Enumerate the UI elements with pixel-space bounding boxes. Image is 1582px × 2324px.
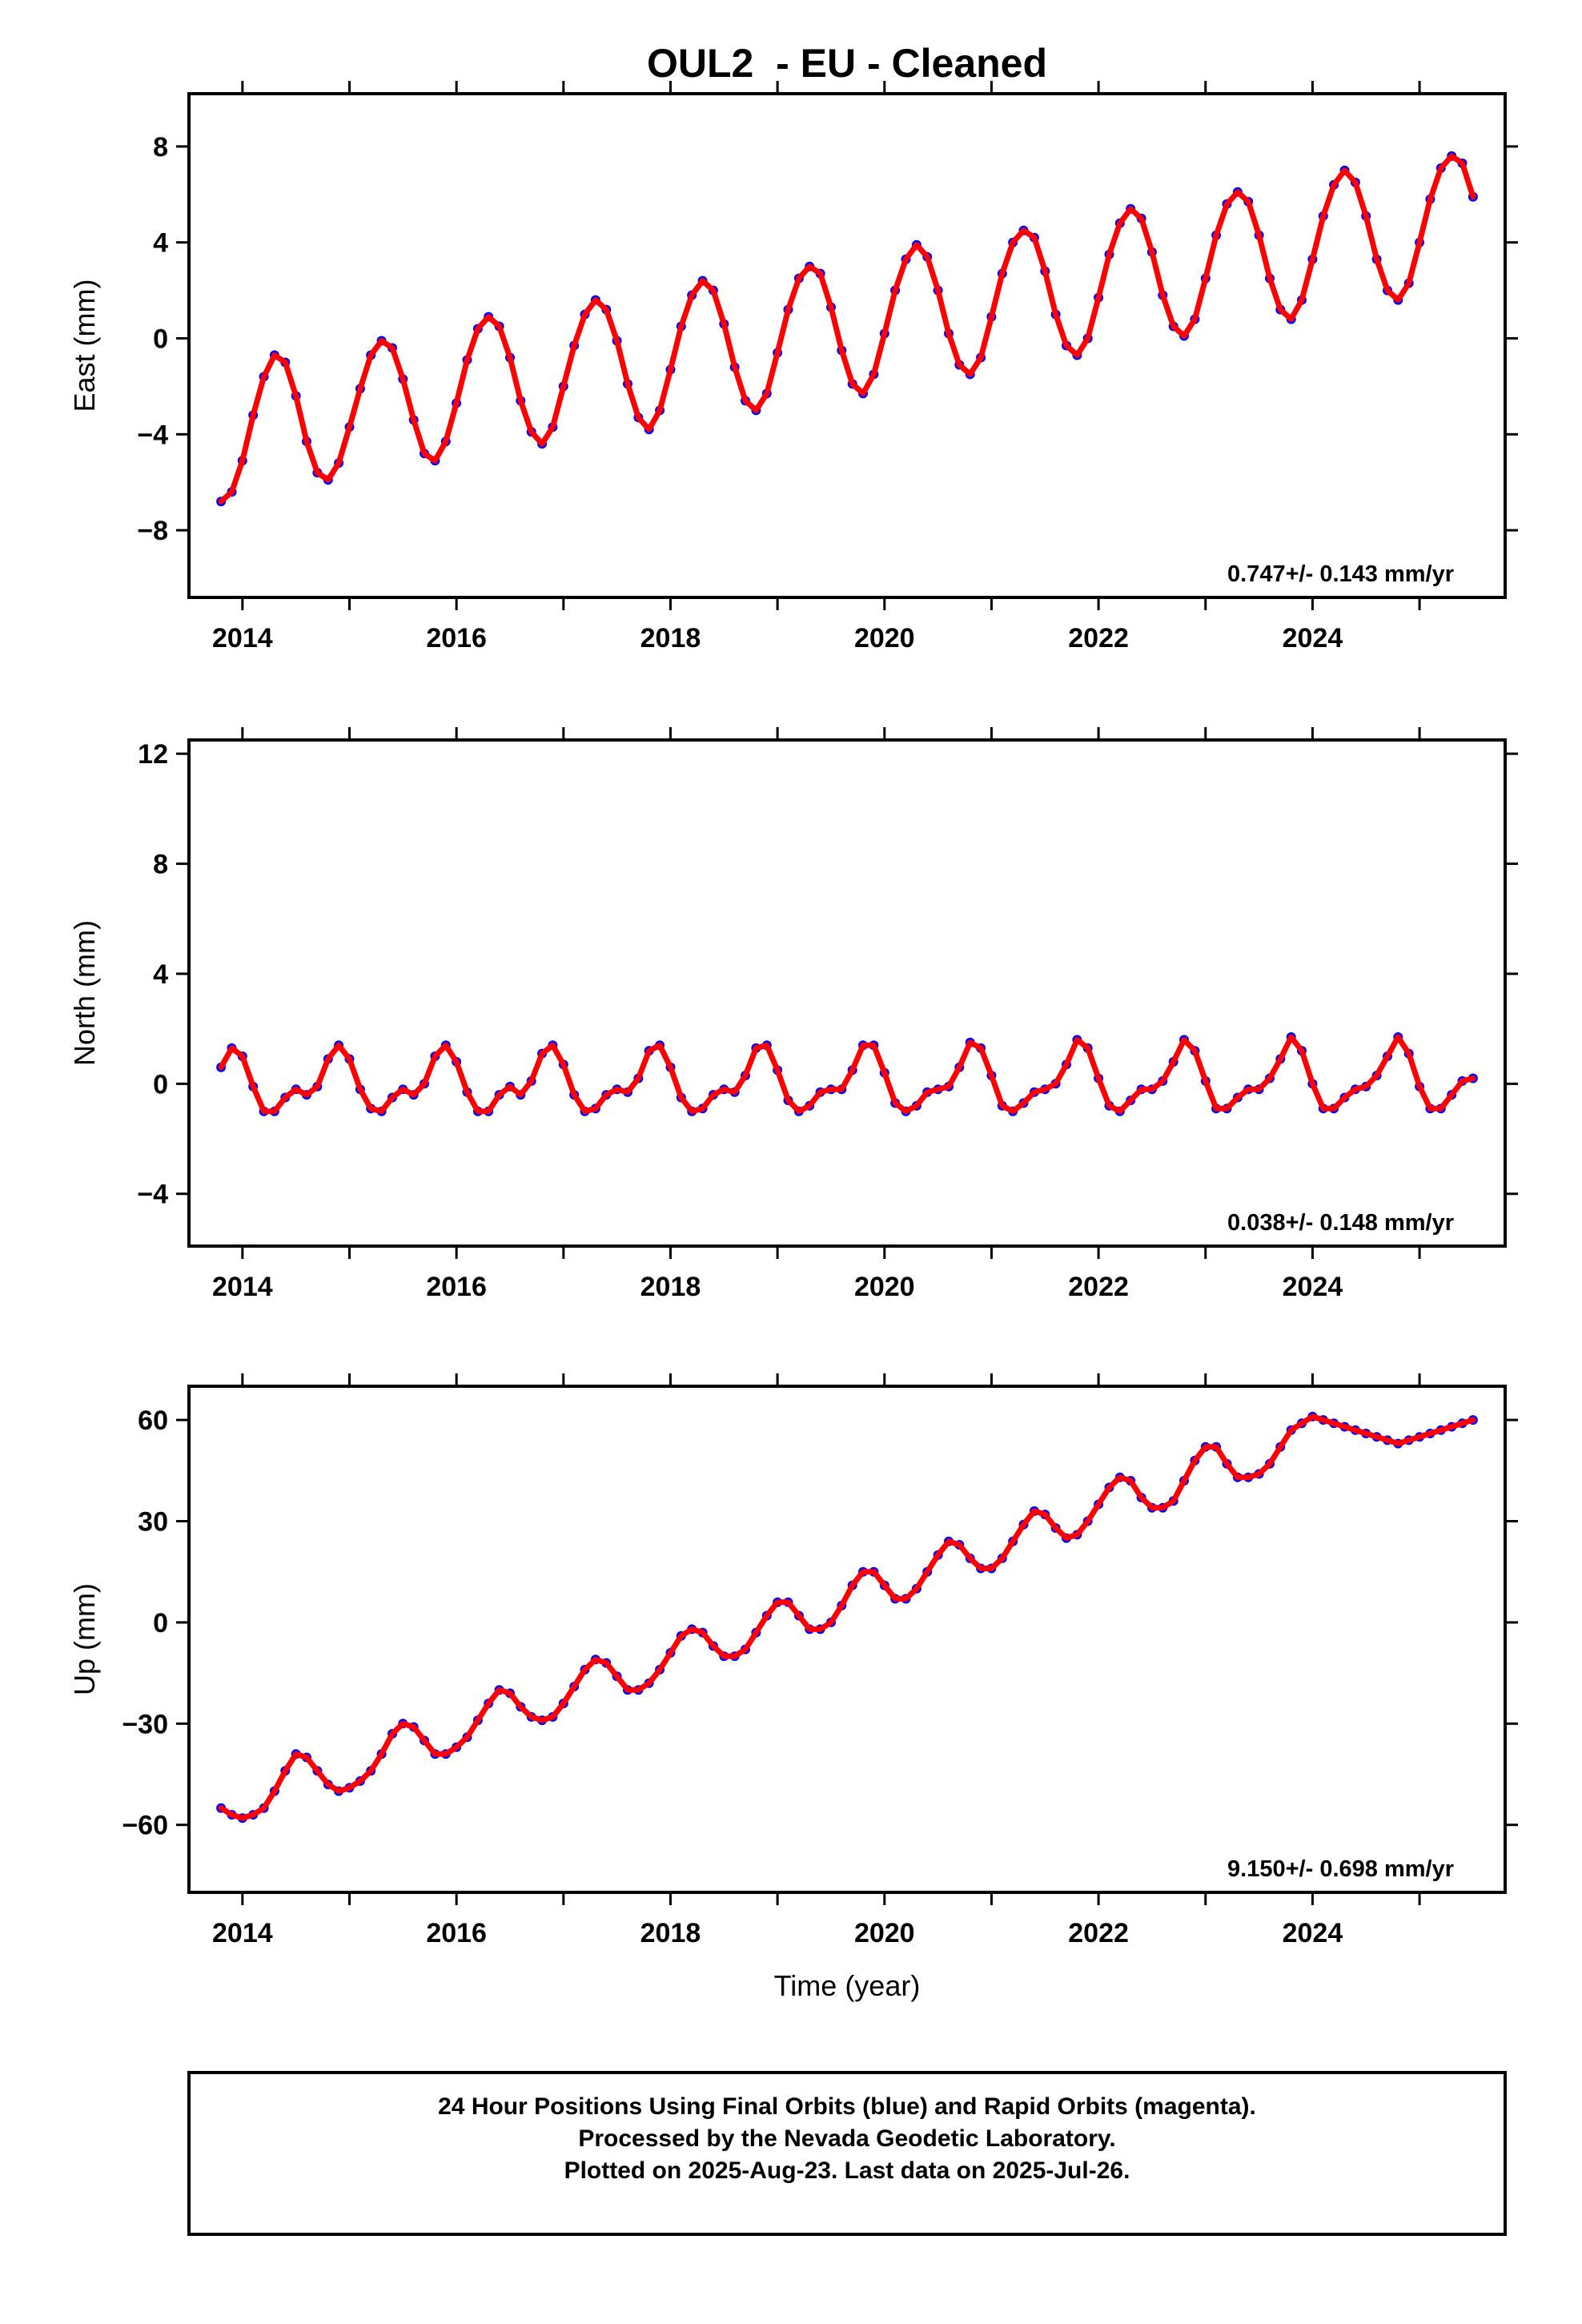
north-xtick-label: 2018 (640, 1272, 701, 1302)
east-xtick-label: 2020 (854, 623, 915, 653)
east-xtick-label: 2024 (1283, 623, 1343, 653)
up-xtick-label: 2022 (1068, 1918, 1129, 1948)
north-fit-line (218, 1034, 1476, 1115)
up-fit-line (218, 1413, 1476, 1821)
east-xtick-label: 2018 (640, 623, 701, 653)
north-rate-label: 0.038+/- 0.148 mm/yr (1227, 1210, 1454, 1236)
up-ytick-label: 0 (153, 1608, 168, 1638)
east-ytick-label: 4 (153, 228, 168, 259)
up-ytick-label: −30 (122, 1709, 168, 1739)
east-xtick-label: 2022 (1068, 623, 1129, 653)
north-xtick-label: 2016 (426, 1272, 487, 1302)
up-rate-label: 9.150+/- 0.698 mm/yr (1227, 1856, 1454, 1882)
east-ticks: −8 −4 0 4 8 2014 2016 2018 2020 2022 2024 (137, 81, 1518, 653)
up-xtick-label: 2016 (426, 1918, 487, 1948)
up-xtick-label: 2018 (640, 1918, 701, 1948)
north-xtick-label: 2020 (854, 1272, 915, 1302)
up-plot-frame (187, 1385, 1507, 1894)
east-xtick-label: 2016 (426, 623, 487, 653)
north-ytick-label: −4 (137, 1180, 168, 1210)
north-ytick-label: 0 (153, 1069, 168, 1100)
north-plot-frame (187, 738, 1507, 1248)
up-axis-label: Up (mm) (68, 1583, 101, 1695)
up-ytick-label: 60 (138, 1405, 168, 1436)
up-fit-curve (218, 1413, 1476, 1821)
north-xtick-label: 2014 (212, 1272, 273, 1302)
north-fit-curve (218, 1034, 1476, 1115)
footer-frame (187, 2071, 1507, 2236)
east-ytick-label: −8 (137, 516, 168, 546)
east-ytick-label: −4 (137, 420, 168, 450)
east-fit-line (218, 153, 1476, 505)
up-xtick-label: 2024 (1283, 1918, 1343, 1948)
east-ytick-label: 8 (153, 132, 168, 163)
east-fit-curve (218, 153, 1476, 505)
north-xtick-label: 2022 (1068, 1272, 1129, 1302)
footer-line-plotted: Plotted on 2025-Aug-23. Last data on 202… (564, 2157, 1130, 2184)
north-ticks: −4 0 4 8 12 2014 2016 2018 2020 2022 2024 (137, 727, 1518, 1302)
footer-line-processed: Processed by the Nevada Geodetic Laborat… (578, 2125, 1115, 2152)
up-ytick-label: 30 (138, 1507, 168, 1538)
up-ytick-label: −60 (122, 1811, 168, 1841)
north-ytick-label: 12 (138, 739, 168, 770)
up-ticks: −60 −30 0 30 60 2014 2016 2018 2020 2022 2024 (122, 1373, 1518, 1948)
time-axis-label: Time (year) (774, 1969, 921, 2002)
north-panel: −4 0 4 8 12 2014 2016 2018 2020 2022 2024 North (m… (68, 727, 1518, 1302)
north-xtick-label: 2024 (1283, 1272, 1343, 1302)
footer-box: 24 Hour Positions Using Final Orbits (bl… (187, 2071, 1507, 2236)
east-axis-label: East (mm) (68, 279, 101, 412)
east-ytick-label: 0 (153, 324, 168, 355)
footer-line-orbits: 24 Hour Positions Using Final Orbits (bl… (438, 2093, 1256, 2120)
north-ytick-label: 4 (153, 959, 168, 990)
east-xtick-label: 2014 (212, 623, 273, 653)
chart-title: OUL2 - EU - Cleaned (647, 41, 1047, 86)
north-axis-label: North (mm) (68, 920, 101, 1066)
east-panel: −8 −4 0 4 8 2014 2016 2018 2020 2022 2024 East (mm… (68, 81, 1518, 653)
up-xtick-label: 2014 (212, 1918, 273, 1948)
up-xtick-label: 2020 (854, 1918, 915, 1948)
north-ytick-label: 8 (153, 850, 168, 880)
east-plot-frame (187, 92, 1507, 599)
up-panel: −60 −30 0 30 60 2014 2016 2018 2020 2022 2024 Up (… (68, 1373, 1518, 2002)
east-rate-label: 0.747+/- 0.143 mm/yr (1227, 561, 1454, 587)
